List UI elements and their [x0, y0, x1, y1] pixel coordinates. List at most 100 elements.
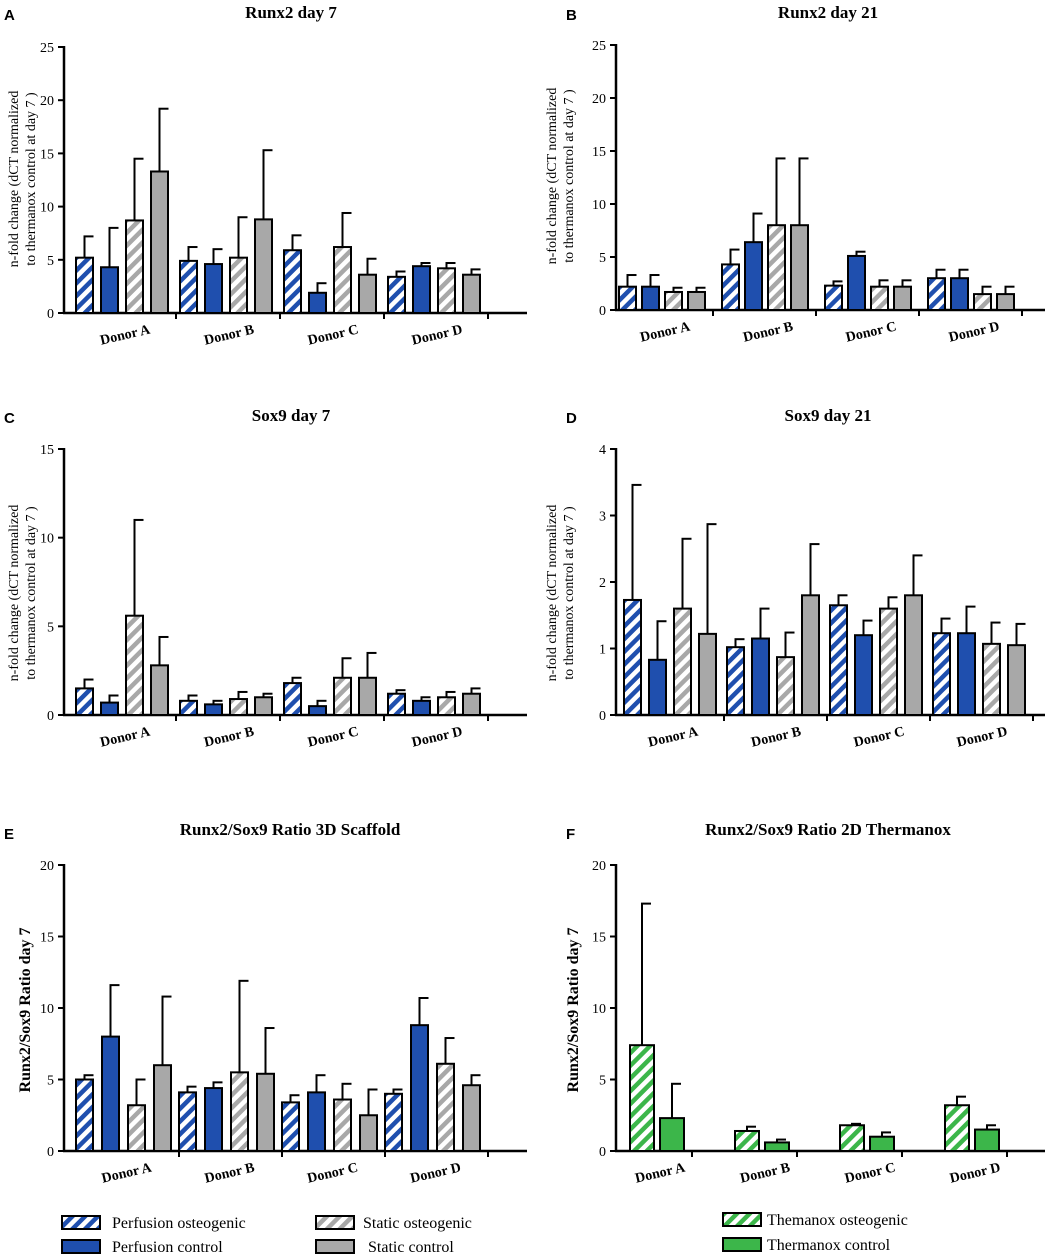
bar-a — [100, 266, 119, 314]
legend-left: Perfusion osteogenic Perfusion control Sta… — [61, 1215, 472, 1256]
y-axis-label-a-line1: n-fold change (dCT normalized — [7, 91, 22, 268]
bar-d — [854, 634, 873, 717]
y-tick-label-d: 2 — [599, 576, 606, 591]
panel-letter-c: C — [4, 410, 15, 427]
bar-e — [333, 1098, 352, 1153]
bar-e — [256, 1072, 275, 1153]
y-tick-label-b: 25 — [592, 39, 606, 54]
bar-c — [333, 676, 352, 717]
y-tick-label-a: 10 — [40, 201, 54, 216]
y-tick-label-d: 1 — [599, 643, 606, 658]
bar-d — [726, 646, 745, 716]
x-category-label-e: Donor C — [306, 1160, 360, 1186]
bar-a — [125, 219, 144, 315]
bar-c — [412, 699, 431, 717]
bar-a — [254, 218, 273, 314]
y-axis-label-e: Runx2/Sox9 Ratio day 7 — [17, 928, 34, 1093]
panel-e: E Runx2/Sox9 Ratio 3D Scaffold Runx2/Sox… — [4, 820, 527, 1187]
bar-d — [904, 594, 923, 716]
bar-d — [751, 637, 770, 717]
legend-swatch — [315, 1239, 355, 1254]
chart-title-e: Runx2/Sox9 Ratio 3D Scaffold — [180, 820, 401, 839]
y-tick-label-c: 15 — [40, 443, 54, 458]
x-category-label-b: Donor D — [947, 319, 1001, 345]
y-tick-label-f: 20 — [592, 859, 606, 874]
y-tick-label-b: 5 — [599, 251, 606, 266]
bar-a — [387, 275, 406, 315]
bar-c — [100, 701, 119, 717]
x-category-label-f: Donor C — [843, 1160, 897, 1186]
bar-c — [179, 699, 198, 717]
y-tick-label-d: 0 — [599, 709, 606, 724]
y-tick-label-e: 10 — [40, 1002, 54, 1017]
legend-label: Static control — [368, 1239, 454, 1256]
bar-c — [204, 703, 223, 716]
bar-d — [673, 607, 692, 716]
bar-b — [927, 277, 946, 312]
x-category-label-c: Donor C — [306, 724, 360, 750]
bar-e — [281, 1101, 300, 1153]
bar-f — [944, 1104, 970, 1152]
bar-f — [764, 1141, 790, 1153]
legend-label: Themanox osteogenic — [767, 1212, 908, 1229]
y-tick-label-f: 10 — [592, 1002, 606, 1017]
x-category-label-f: Donor A — [634, 1160, 688, 1186]
bar-e — [462, 1084, 481, 1152]
y-tick-label-d: 3 — [599, 510, 606, 525]
bar-c — [358, 676, 377, 717]
panel-d: D Sox9 day 21 n-fold change (dCT normali… — [545, 406, 1045, 751]
panel-c: C Sox9 day 7 n-fold change (dCT normaliz… — [4, 406, 527, 751]
y-tick-label-c: 0 — [47, 709, 54, 724]
bar-c — [75, 687, 94, 717]
chart-title-a: Runx2 day 7 — [245, 3, 337, 22]
y-tick-label-a: 25 — [40, 41, 54, 56]
bar-d — [648, 658, 667, 716]
chart-title-f: Runx2/Sox9 Ratio 2D Thermanox — [705, 820, 951, 839]
bar-d — [801, 594, 820, 716]
bar-b — [996, 293, 1015, 312]
bar-a — [150, 170, 169, 314]
legend-label: Static osteogenic — [363, 1215, 472, 1232]
bar-b — [767, 224, 786, 311]
panel-letter-b: B — [566, 7, 577, 24]
bar-b — [893, 285, 912, 311]
bar-b — [824, 284, 843, 311]
y-tick-label-a: 15 — [40, 147, 54, 162]
bar-f — [839, 1124, 865, 1153]
bar-e — [178, 1091, 197, 1152]
y-axis-label-a-line2: to thermanox control at day 7 ) — [24, 92, 39, 266]
y-tick-label-b: 0 — [599, 304, 606, 319]
bar-b — [950, 277, 969, 312]
chart-title-d: Sox9 day 21 — [785, 406, 872, 425]
bar-e — [436, 1062, 455, 1153]
bar-d — [698, 632, 717, 716]
bar-b — [641, 285, 660, 311]
bar-d — [623, 598, 642, 717]
y-axis-label-b-line2: to thermanox control at day 7 ) — [562, 89, 577, 263]
y-tick-label-f: 5 — [599, 1074, 606, 1089]
bar-d — [932, 632, 951, 717]
bar-d — [776, 656, 795, 717]
y-tick-label-b: 20 — [592, 92, 606, 107]
chart-title-c: Sox9 day 7 — [252, 406, 331, 425]
y-tick-label-c: 5 — [47, 620, 54, 635]
bar-a — [333, 246, 352, 314]
bar-e — [204, 1087, 223, 1152]
x-category-label-d: Donor D — [955, 724, 1009, 750]
panel-b: B Runx2 day 21 n-fold change (dCT normal… — [545, 3, 1045, 346]
x-category-label-f: Donor D — [948, 1160, 1002, 1186]
legend-swatch — [61, 1215, 101, 1230]
y-axis-label-b-line1: n-fold change (dCT normalized — [545, 88, 560, 265]
y-tick-label-e: 20 — [40, 859, 54, 874]
legend-swatch — [722, 1237, 762, 1252]
x-category-label-a: Donor C — [306, 322, 360, 348]
bar-b — [973, 293, 992, 312]
y-axis-label-d-line2: to thermanox control at day 7 ) — [562, 506, 577, 680]
x-category-label-d: Donor B — [750, 725, 803, 751]
x-category-label-a: Donor D — [410, 322, 464, 348]
bar-e — [75, 1078, 94, 1152]
y-tick-label-f: 15 — [592, 931, 606, 946]
bar-f — [869, 1135, 895, 1152]
y-axis-label-d-line1: n-fold change (dCT normalized — [545, 505, 560, 682]
